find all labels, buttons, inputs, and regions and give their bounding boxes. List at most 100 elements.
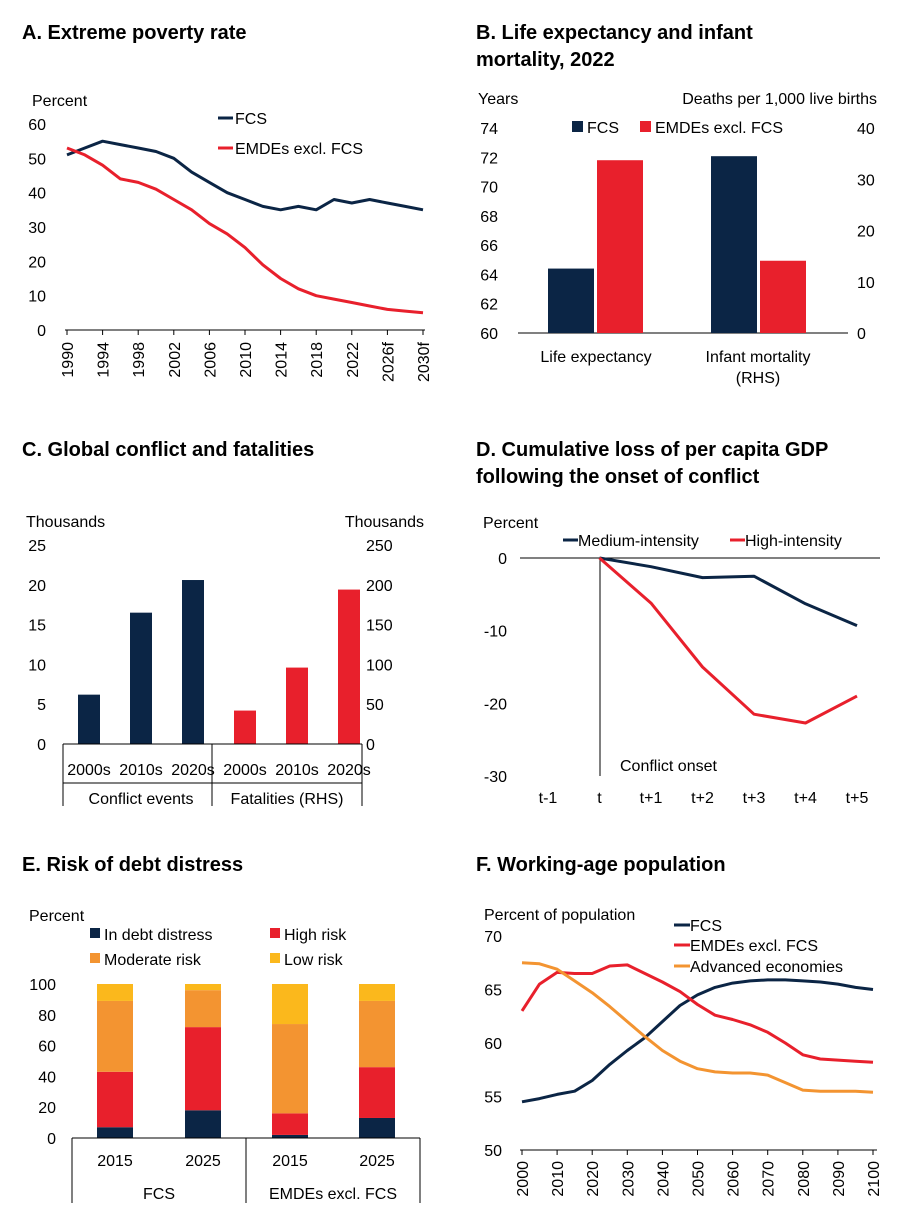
y-tick-label: -20 — [484, 696, 507, 713]
y-tick-label: 25 — [28, 538, 46, 555]
panel-e-unit-label: Percent — [29, 908, 85, 925]
x-tick-label: 2025 — [185, 1153, 221, 1170]
panel-d-series — [598, 556, 858, 725]
y-tick-label: 65 — [484, 983, 502, 1000]
panel-a: A. Extreme poverty rate Percent 0 10 20 30 4… — [22, 22, 433, 382]
x-tick-label: 2018 — [309, 342, 326, 378]
panel-b-y-ticks-right: 0 10 20 30 40 — [857, 121, 875, 343]
bar-segment-high-risk — [97, 1071, 133, 1128]
y-tick-label: 5 — [37, 697, 46, 714]
x-tick-label: 2030 — [620, 1161, 637, 1197]
y-tick-label: 50 — [484, 1143, 502, 1160]
x-tick-label: 2002 — [167, 342, 184, 378]
bar-fcs-infant-mortality — [711, 156, 757, 333]
x-tick-label: 2014 — [274, 342, 291, 378]
bar-fatalities-rhs-2010s — [286, 667, 308, 744]
y-tick-label: 10 — [28, 289, 46, 306]
x-tick-label: 2022 — [345, 342, 362, 378]
y-tick-label: 50 — [28, 151, 46, 168]
panel-c-category-labels: 2000s 2010s 2020s 2000s 2010s 2020s — [67, 762, 371, 779]
y-tick-label: 10 — [857, 275, 875, 292]
panel-f-legend: FCS EMDEs excl. FCS Advanced economies — [674, 918, 843, 976]
panel-e-group-fcs: FCS — [143, 1186, 175, 1203]
panel-e-legend: In debt distress High risk Moderate risk… — [90, 927, 347, 969]
x-tick-label: 2010s — [275, 762, 319, 779]
panel-a-unit-label: Percent — [32, 93, 88, 110]
legend-swatch-low-risk — [270, 953, 280, 963]
y-tick-label: 70 — [480, 180, 498, 197]
panel-b-category-labels: Life expectancy Infant mortality (RHS) — [540, 349, 810, 387]
legend-label-emdes: EMDEs excl. FCS — [235, 141, 363, 158]
bar-conflict-events-2010s — [130, 612, 152, 744]
y-tick-label: 0 — [47, 1131, 56, 1148]
legend-label-fcs: FCS — [690, 918, 722, 935]
panel-a-legend: FCS EMDEs excl. FCS — [218, 111, 363, 158]
bar-conflict-events-2000s — [78, 694, 100, 744]
y-tick-label: 60 — [484, 1036, 502, 1053]
x-tick-label: 2000 — [515, 1161, 532, 1197]
panel-e-category-axis: 2015 2025 2015 2025 FCS EMDEs excl. FCS — [71, 1137, 421, 1203]
series-line-fcs — [66, 139, 424, 212]
x-tick-label: 2020 — [585, 1161, 602, 1197]
x-tick-label: 2015 — [97, 1153, 133, 1170]
bar-segment-low-risk — [185, 984, 221, 991]
x-tick-label: 2060 — [726, 1161, 743, 1197]
y-tick-label: 0 — [37, 737, 46, 754]
y-tick-label: 30 — [28, 220, 46, 237]
panel-f-title: F. Working-age population — [476, 854, 726, 876]
legend-label-high: High-intensity — [745, 533, 842, 550]
series-line-medium-intensity — [599, 556, 858, 627]
y-tick-label: 60 — [480, 326, 498, 343]
panel-c-category-axis: 2000s 2010s 2020s 2000s 2010s 2020s Conflict … — [62, 743, 371, 808]
panel-f-x-ticks: 2000 2010 2020 2030 2040 2050 2060 2070 2080 2090… — [515, 1150, 883, 1197]
y-tick-label: 64 — [480, 267, 498, 284]
panel-d: D. Cumulative loss of per capita GDP fol… — [476, 439, 880, 807]
panel-b-title-line-2: mortality, 2022 — [476, 49, 615, 71]
bar-segment-low-risk — [359, 984, 395, 1001]
panel-c-left-unit: Thousands — [26, 514, 105, 531]
panel-b-bars — [548, 156, 806, 333]
bar-emdes-excl-fcs-life-expectancy — [597, 160, 643, 333]
panel-b-legend: FCS EMDEs excl. FCS — [572, 120, 783, 137]
bar-segment-moderate-risk — [185, 990, 221, 1028]
bar-segment-in-debt-distress — [359, 1117, 395, 1138]
x-tick-label: 2040 — [655, 1161, 672, 1197]
panel-f-unit-label: Percent of population — [484, 907, 635, 924]
x-tick-label: t+1 — [640, 790, 663, 807]
x-tick-label: 2090 — [831, 1161, 848, 1197]
panel-d-unit-label: Percent — [483, 515, 539, 532]
panel-b-y-ticks-left: 60 62 64 66 68 70 72 74 — [480, 121, 498, 343]
y-tick-label: 60 — [28, 117, 46, 134]
panel-f: F. Working-age population Percent of pop… — [476, 854, 883, 1197]
legend-label-emdes: EMDEs excl. FCS — [690, 938, 818, 955]
legend-label-high-risk: High risk — [284, 927, 347, 944]
x-tick-label: 2010s — [119, 762, 163, 779]
panel-b-left-unit: Years — [478, 91, 518, 108]
series-line-emdes-excl-fcs — [66, 146, 424, 315]
legend-label-advanced: Advanced economies — [690, 959, 843, 976]
y-tick-label: 20 — [857, 224, 875, 241]
panel-b-right-unit: Deaths per 1,000 live births — [682, 91, 877, 108]
panel-d-onset-annotation: Conflict onset — [620, 758, 717, 775]
bar-segment-high-risk — [272, 1113, 308, 1135]
x-tick-label: 2080 — [796, 1161, 813, 1197]
series-line-emdes-excl-fcs — [520, 963, 874, 1064]
y-tick-label: 0 — [498, 551, 507, 568]
legend-label-fcs: FCS — [235, 111, 267, 128]
y-tick-label: 62 — [480, 297, 498, 314]
y-tick-label: 40 — [28, 186, 46, 203]
panel-c-right-unit: Thousands — [345, 514, 424, 531]
bar-segment-low-risk — [272, 984, 308, 1025]
x-tick-label: 2025 — [359, 1153, 395, 1170]
panel-a-y-ticks: 0 10 20 30 40 50 60 — [28, 117, 46, 340]
x-tick-label: 1998 — [131, 342, 148, 378]
panel-c-y-ticks-right: 0 50 100 150 200 250 — [366, 538, 393, 754]
legend-swatch-high-risk — [270, 928, 280, 938]
panel-c-group-conflict-events: Conflict events — [89, 791, 194, 808]
panel-a-title: A. Extreme poverty rate — [22, 22, 247, 44]
y-tick-label: 30 — [857, 172, 875, 189]
bar-emdes-excl-fcs-infant-mortality — [760, 260, 806, 333]
panel-a-series — [66, 139, 424, 315]
panel-f-y-ticks: 50 55 60 65 70 — [484, 929, 502, 1160]
